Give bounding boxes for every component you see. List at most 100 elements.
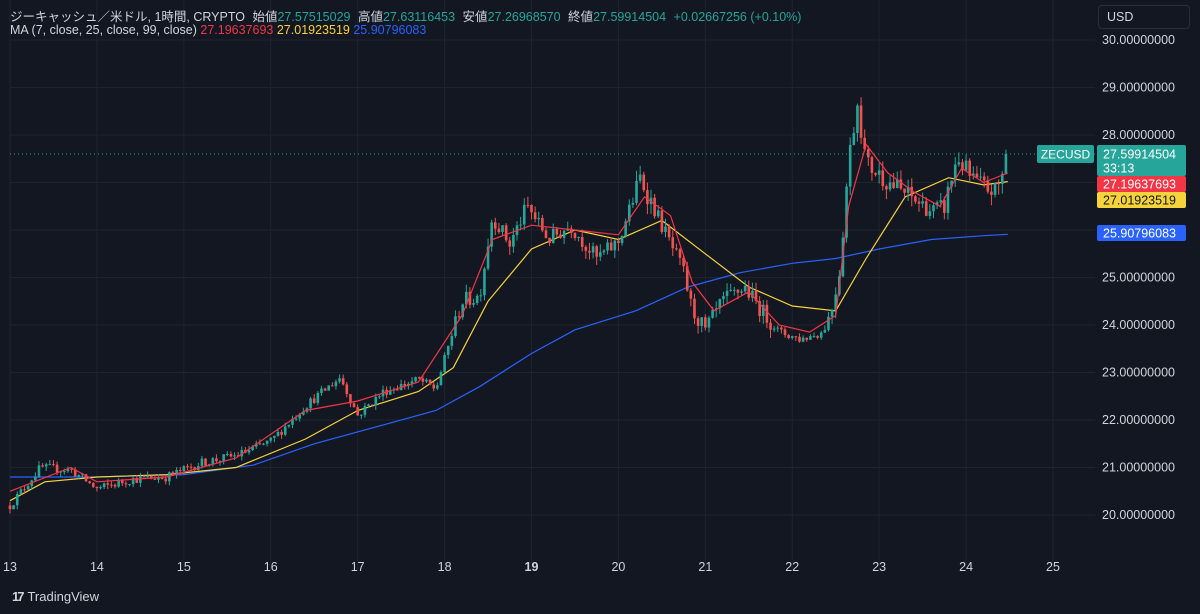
candle-body (164, 478, 168, 482)
candle-body (117, 480, 120, 487)
candle-body (852, 132, 856, 145)
candle-body (776, 327, 780, 329)
candle-body (215, 458, 218, 462)
candle-body (262, 443, 265, 445)
candle-body (149, 475, 153, 479)
candle-body (638, 174, 642, 181)
candle-body (783, 329, 787, 336)
y-tick-label: 25.00000000 (1102, 271, 1175, 285)
candle-body (798, 336, 801, 342)
candle-body (939, 200, 943, 203)
ohlc-legend: ジーキャッシュ／米ドル, 1時間, CRYPTO 始値27.57515029 高… (10, 6, 805, 25)
candle-body (845, 186, 848, 238)
y-tick-label: 22.00000000 (1102, 413, 1175, 427)
candle-body (493, 222, 497, 229)
y-tick-label: 24.00000000 (1102, 318, 1175, 332)
candle-body (664, 226, 667, 233)
candle-body (591, 246, 595, 253)
symbol-tag: ZECUSD (1041, 148, 1091, 162)
candle-body (171, 472, 175, 475)
candle-body (193, 467, 196, 470)
candle-body (88, 481, 91, 484)
candle-body (504, 225, 508, 241)
candle-body (573, 232, 577, 238)
candle-body (848, 144, 852, 187)
high-label: 高値 (357, 10, 383, 24)
candle-body (128, 484, 131, 486)
candle-body (157, 477, 160, 480)
candle-body (331, 385, 334, 387)
candle-body (685, 266, 689, 291)
candle-body (52, 464, 55, 466)
candle-body (265, 440, 269, 444)
candle-body (541, 217, 544, 231)
candle-body (819, 332, 823, 338)
ma25-layer (9, 177, 1008, 502)
candle-body (229, 453, 233, 457)
candle-body (341, 378, 345, 385)
candle-body (885, 186, 888, 190)
candle-body (961, 162, 964, 171)
candle-body (635, 180, 638, 203)
candle-body (743, 286, 747, 292)
candle-body (135, 478, 139, 483)
candle-body (707, 317, 711, 328)
candle-body (160, 477, 164, 479)
chart-grid (9, 0, 1095, 570)
symbol-title[interactable]: ジーキャッシュ／米ドル, 1時間, CRYPTO (10, 10, 245, 24)
candle-body (906, 186, 910, 193)
candle-body (298, 414, 302, 419)
candle-body (736, 289, 740, 293)
candle-body (450, 335, 454, 346)
x-tick-label: 16 (264, 560, 278, 574)
candle-body (436, 385, 439, 389)
ma-label[interactable]: MA (7, close, 25, close, 99, close) (10, 23, 197, 37)
candle-body (153, 478, 157, 480)
x-axis[interactable]: 13 14 15 16 17 18 19 20 21 22 23 24 25 (3, 560, 1060, 574)
candle-body (273, 435, 276, 438)
candle-body (660, 210, 664, 233)
candle-body (465, 291, 468, 305)
candle-body (950, 180, 953, 187)
candle-body (323, 388, 327, 391)
candle-body (254, 443, 258, 447)
candle-body (895, 179, 899, 188)
candle-body (146, 475, 149, 477)
candle-body (501, 225, 504, 233)
candle-body (283, 426, 287, 435)
currency-button[interactable]: USD (1098, 5, 1190, 29)
candle-body (55, 464, 59, 473)
candle-body (653, 197, 656, 217)
candle-body (443, 354, 446, 373)
candle-body (356, 407, 359, 416)
candle-body (892, 182, 895, 188)
candle-body (363, 406, 367, 415)
candle-body (617, 240, 620, 244)
candle-body (881, 170, 885, 187)
open-value: 27.57515029 (277, 10, 351, 24)
candle-body (555, 228, 559, 235)
candle-body (975, 173, 979, 178)
candle-body (957, 162, 961, 165)
ma25-line (9, 177, 1008, 502)
y-axis[interactable]: 30.0000000029.0000000028.0000000027.0000… (1102, 33, 1175, 522)
y-tick-label: 29.00000000 (1102, 81, 1175, 95)
candle-body (530, 204, 533, 213)
low-value: 27.26968570 (487, 10, 561, 24)
candle-body (801, 337, 805, 342)
candle-body (320, 388, 323, 393)
candle-body (106, 483, 110, 485)
candle-body (642, 174, 646, 191)
candle-body (175, 469, 178, 475)
ma25-value: 27.01923519 (276, 23, 350, 37)
brand[interactable]: 17 TradingView (12, 589, 99, 604)
x-tick-label: 22 (785, 560, 799, 574)
candle-body (613, 240, 617, 251)
candle-body (921, 201, 924, 204)
candle-body (559, 234, 562, 238)
y-tick-label: 20.00000000 (1102, 508, 1175, 522)
candle-body (667, 226, 671, 238)
candle-body (780, 327, 783, 330)
candle-body (729, 289, 732, 291)
